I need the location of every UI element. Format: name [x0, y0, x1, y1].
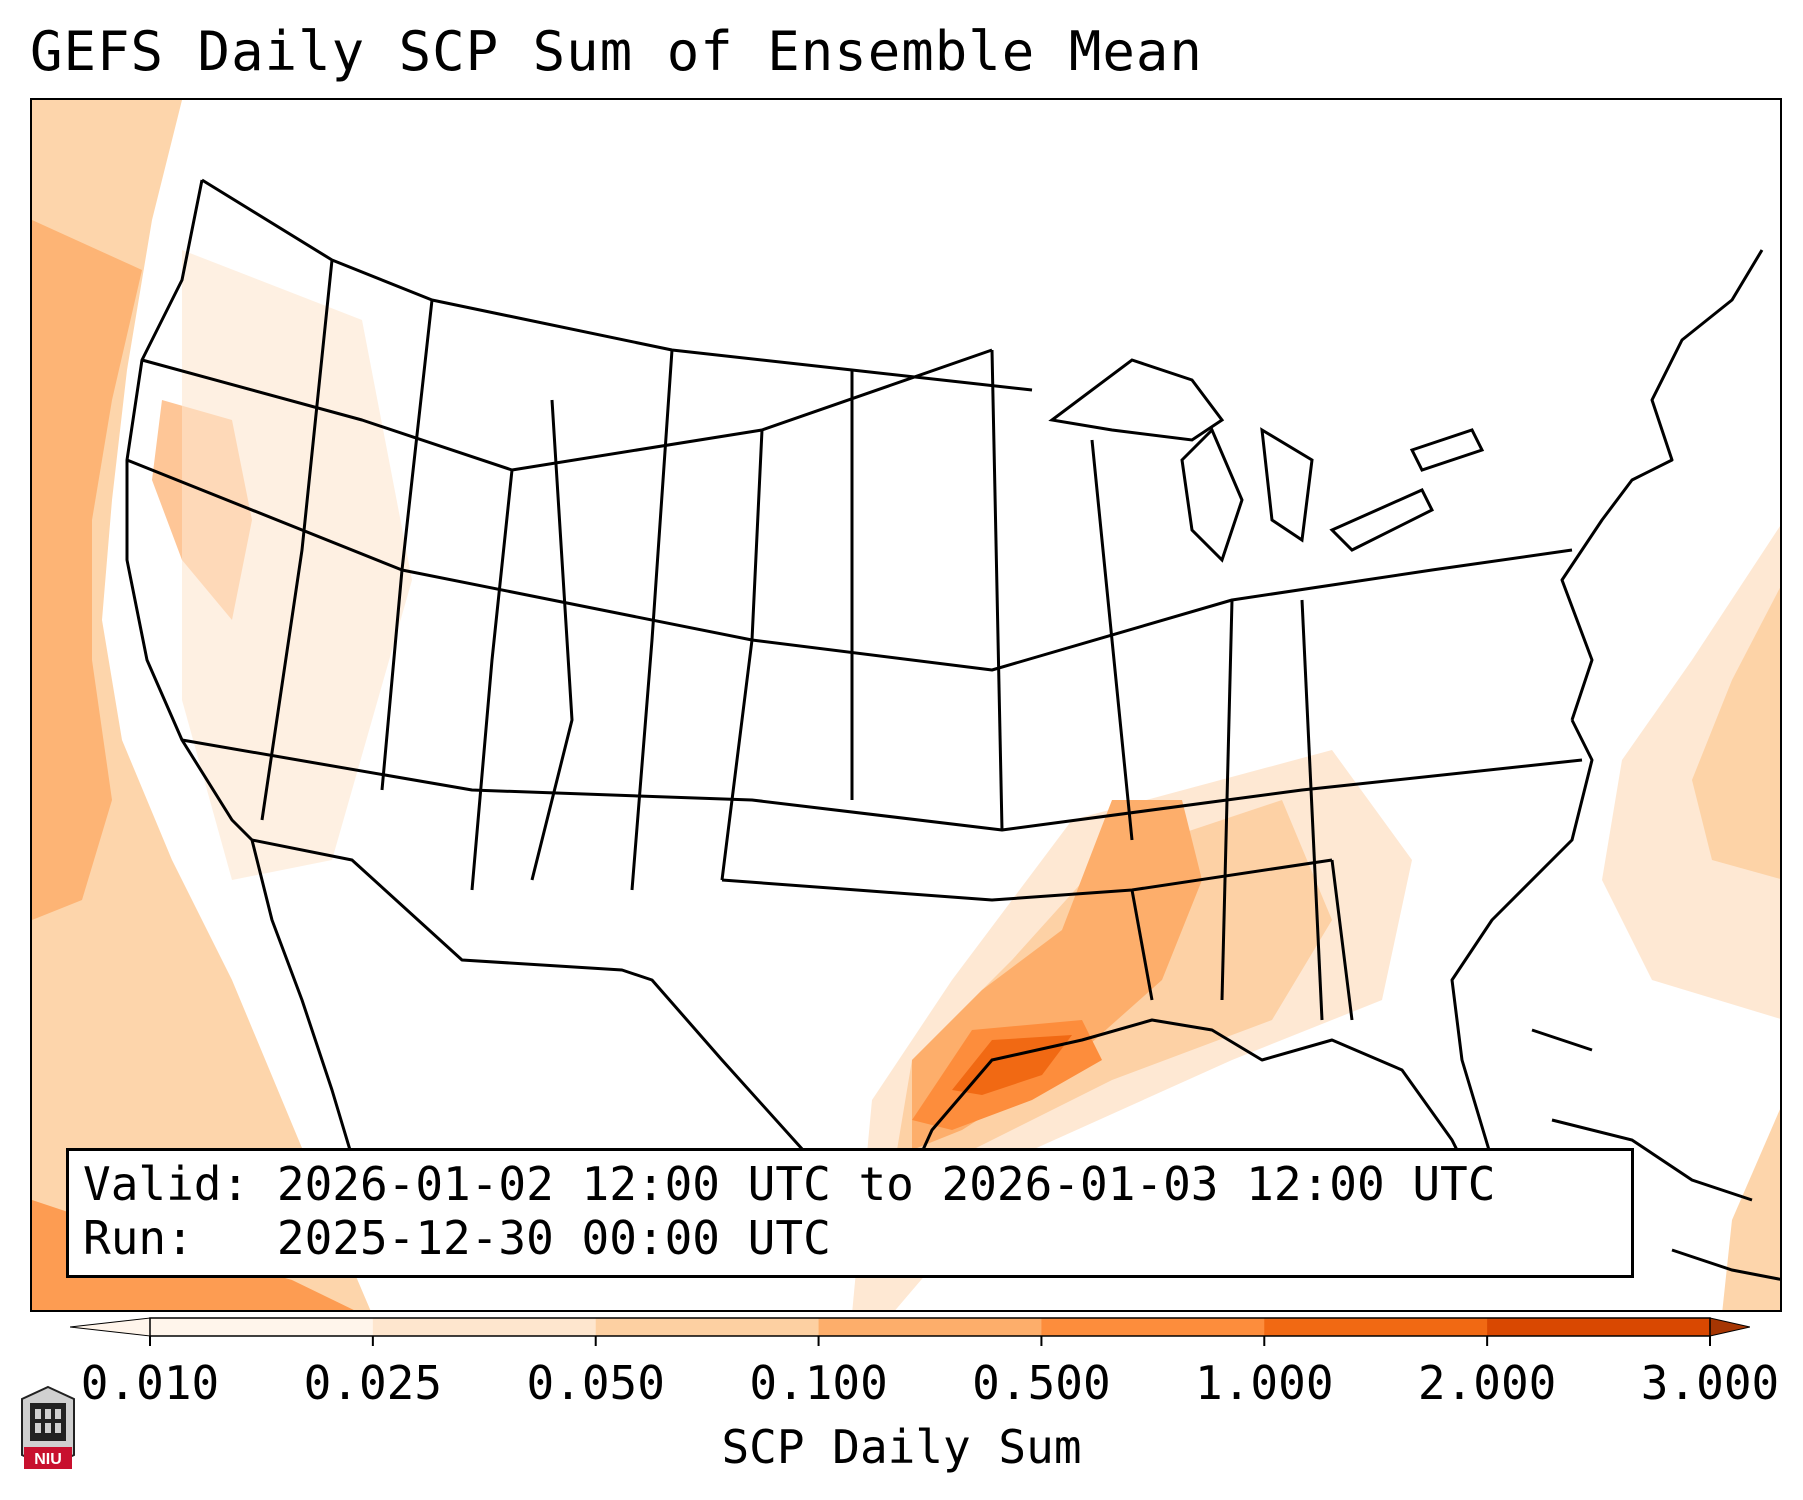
valid-run-info-box: Valid: 2026-01-02 12:00 UTC to 2026-01-0… — [66, 1148, 1634, 1278]
colorbar-extend-min — [70, 1317, 151, 1337]
scp-shading-atlantic-south — [1722, 1109, 1780, 1310]
colorbar-tick-label: 1.000 — [1195, 1356, 1334, 1410]
colorbar-tick-label: 0.500 — [972, 1356, 1111, 1410]
colorbar-label: SCP Daily Sum — [721, 1420, 1082, 1474]
colorbar-segment — [1041, 1318, 1265, 1336]
run-label: Run: — [83, 1211, 194, 1265]
colorbar-border — [149, 1317, 1711, 1337]
map-canvas — [32, 100, 1780, 1310]
colorbar-segment — [1487, 1318, 1711, 1336]
colorbar-tick-label: 3.000 — [1640, 1356, 1780, 1410]
colorbar-ticks — [149, 1336, 1711, 1346]
colorbar-segment — [818, 1318, 1042, 1336]
colorbar-segment — [1264, 1318, 1488, 1336]
colorbar — [70, 1317, 1750, 1346]
colorbar-tick-label: 0.050 — [526, 1356, 665, 1410]
caribbean-islands — [1531, 1028, 1780, 1281]
state-borders — [125, 178, 1764, 1251]
colorbar-segments — [70, 1317, 1750, 1337]
map-title: GEFS Daily SCP Sum of Ensemble Mean — [30, 20, 1203, 83]
valid-label: Valid: — [83, 1157, 250, 1211]
scp-shading-pacific-inner — [32, 220, 142, 920]
colorbar-segment — [595, 1318, 820, 1336]
map-panel — [30, 98, 1782, 1312]
colorbar-tick-label: 2.000 — [1417, 1356, 1557, 1410]
colorbar-segment — [372, 1318, 597, 1336]
colorbar-segment — [150, 1318, 374, 1336]
colorbar-tick-label: 0.025 — [303, 1356, 443, 1410]
niu-university-logo-icon: NIU — [21, 1385, 75, 1469]
colorbar-extend-max — [1709, 1317, 1750, 1337]
colorbar-tick-label: 0.100 — [749, 1356, 888, 1410]
run-value: 2025-12-30 00:00 UTC — [276, 1211, 831, 1265]
great-lakes — [1048, 358, 1485, 563]
scp-shading-atlantic-inner — [1692, 587, 1780, 879]
scp-shading-west-light — [182, 250, 412, 880]
valid-value: 2026-01-02 12:00 UTC to 2026-01-03 12:00… — [276, 1157, 1496, 1211]
scp-shading-pacific — [32, 100, 371, 1310]
logo-text: NIU — [34, 1451, 62, 1468]
scp-shading-atlantic — [1602, 526, 1780, 1019]
colorbar-tick-label: 0.010 — [80, 1356, 220, 1410]
